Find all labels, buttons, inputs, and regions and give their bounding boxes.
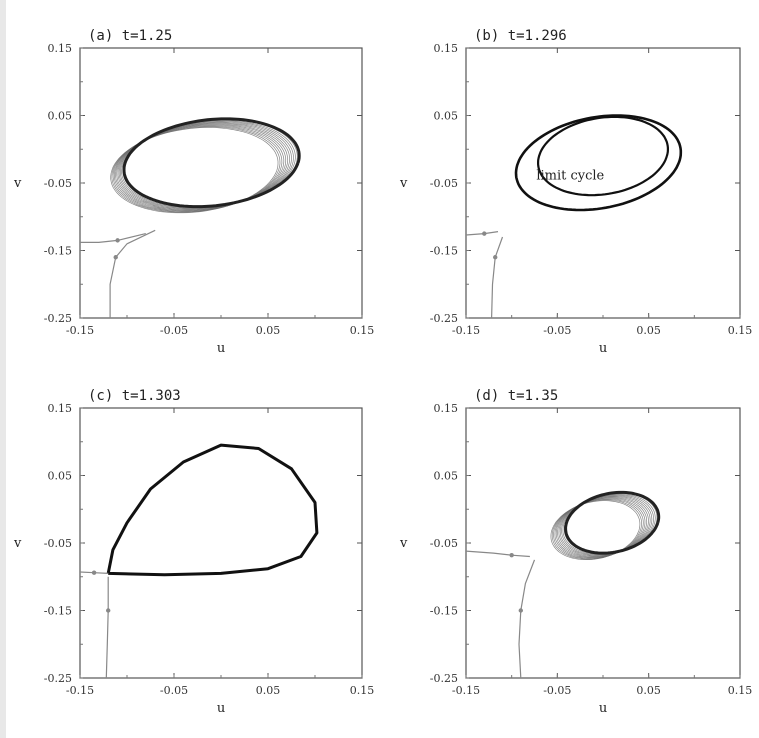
x-axis-label: u — [599, 701, 607, 716]
phase-plot-a: 0.150.05-0.05-0.15-0.25-0.15 -0.05 0.05 0.1… — [13, 28, 374, 356]
panel-title: (d) t=1.35 — [474, 388, 558, 404]
trajectory-arrow-mark — [509, 552, 514, 558]
x-tick-label: -0.05 — [543, 684, 571, 697]
plot-frame — [79, 47, 363, 319]
y-tick-label: 0.15 — [434, 402, 459, 415]
y-tick-label: -0.25 — [44, 312, 72, 325]
y-tick-label: -0.15 — [44, 245, 72, 258]
x-tick-label: -0.05 — [543, 324, 571, 337]
orbit-line — [514, 114, 683, 212]
limit-cycle-line — [537, 115, 669, 197]
trajectory-arrow-mark — [113, 255, 118, 260]
y-axis-label: v — [13, 176, 22, 191]
spiral-trajectory — [121, 120, 296, 209]
y-tick-label: -0.25 — [44, 672, 72, 685]
limit-cycle-annotation: limit cycle — [536, 169, 604, 184]
x-tick-label: 0.15 — [728, 324, 753, 337]
left-edge-strip — [0, 0, 6, 738]
trajectory-arrow-mark — [482, 231, 487, 236]
panel-title: (c) t=1.303 — [88, 388, 181, 404]
x-axis-label: u — [599, 341, 607, 356]
spiral-trajectory — [550, 500, 641, 561]
spiral-trajectory — [122, 119, 298, 208]
limit-orbit-line — [564, 490, 661, 555]
x-axis-label: u — [217, 341, 225, 356]
x-tick-label: 0.05 — [636, 324, 661, 337]
y-tick-label: -0.25 — [430, 672, 458, 685]
plot-area — [80, 117, 301, 318]
incoming-trajectory-line — [491, 236, 504, 318]
x-axis-label: u — [217, 701, 225, 716]
y-tick-label: 0.05 — [434, 470, 459, 483]
x-tick-label: 0.05 — [256, 324, 281, 337]
trajectory-arrow-mark — [115, 238, 120, 243]
incoming-trajectory-line — [518, 559, 536, 678]
y-axis-label: v — [13, 536, 22, 551]
incoming-trajectory-line — [105, 576, 109, 678]
y-tick-label: -0.15 — [44, 605, 72, 618]
trajectory-arrow-mark — [493, 255, 498, 260]
x-tick-label: 0.05 — [636, 684, 661, 697]
phase-plot-b: 0.150.05-0.05-0.15-0.25-0.15 -0.05 0.05 0.1… — [399, 28, 752, 356]
y-axis-label: v — [399, 176, 408, 191]
y-axis-label: v — [399, 536, 408, 551]
x-tick-label: -0.05 — [160, 324, 188, 337]
y-tick-label: -0.05 — [44, 537, 72, 550]
x-tick-label: 0.15 — [350, 324, 375, 337]
limit-orbit-line — [122, 117, 301, 209]
y-tick-label: 0.05 — [434, 110, 459, 123]
y-tick-label: 0.15 — [434, 42, 459, 55]
y-tick-label: 0.05 — [48, 110, 73, 123]
panel-title: (b) t=1.296 — [474, 28, 567, 44]
y-tick-label: -0.15 — [430, 245, 458, 258]
x-tick-label: -0.15 — [66, 324, 94, 337]
plot-frame — [465, 407, 741, 679]
x-tick-label: -0.15 — [452, 324, 480, 337]
incoming-trajectory-line — [466, 550, 530, 558]
plot-area — [466, 114, 683, 318]
y-tick-label: -0.05 — [430, 537, 458, 550]
incoming-trajectory-line — [466, 231, 499, 236]
x-tick-label: 0.15 — [350, 684, 375, 697]
x-tick-label: -0.05 — [160, 684, 188, 697]
incoming-trajectory-line — [80, 233, 146, 243]
trajectory-arrow-mark — [106, 608, 111, 613]
y-tick-label: 0.05 — [48, 470, 73, 483]
x-tick-label: 0.15 — [728, 684, 753, 697]
y-tick-label: 0.15 — [48, 42, 73, 55]
loop-line — [106, 443, 319, 577]
spiral-trajectory — [123, 118, 300, 207]
trajectory-arrow-mark — [91, 570, 97, 575]
plot-frame — [79, 407, 363, 679]
panel-title: (a) t=1.25 — [88, 28, 172, 44]
y-tick-label: 0.15 — [48, 402, 73, 415]
phase-plot-c: 0.150.05-0.05-0.15-0.25-0.15 -0.05 0.05 0.1… — [13, 388, 374, 716]
x-tick-label: -0.15 — [66, 684, 94, 697]
x-tick-label: 0.05 — [256, 684, 281, 697]
y-tick-label: -0.25 — [430, 312, 458, 325]
plot-area — [466, 490, 661, 678]
x-tick-label: -0.15 — [452, 684, 480, 697]
spiral-trajectory — [110, 127, 279, 214]
trajectory-arrow-mark — [518, 608, 523, 613]
y-tick-label: -0.15 — [430, 605, 458, 618]
y-tick-label: -0.05 — [44, 177, 72, 190]
y-tick-label: -0.05 — [430, 177, 458, 190]
phase-plot-d: 0.150.05-0.05-0.15-0.25-0.15 -0.05 0.05 0.1… — [399, 388, 752, 716]
incoming-trajectory-line — [109, 229, 156, 318]
plot-area — [80, 443, 319, 678]
